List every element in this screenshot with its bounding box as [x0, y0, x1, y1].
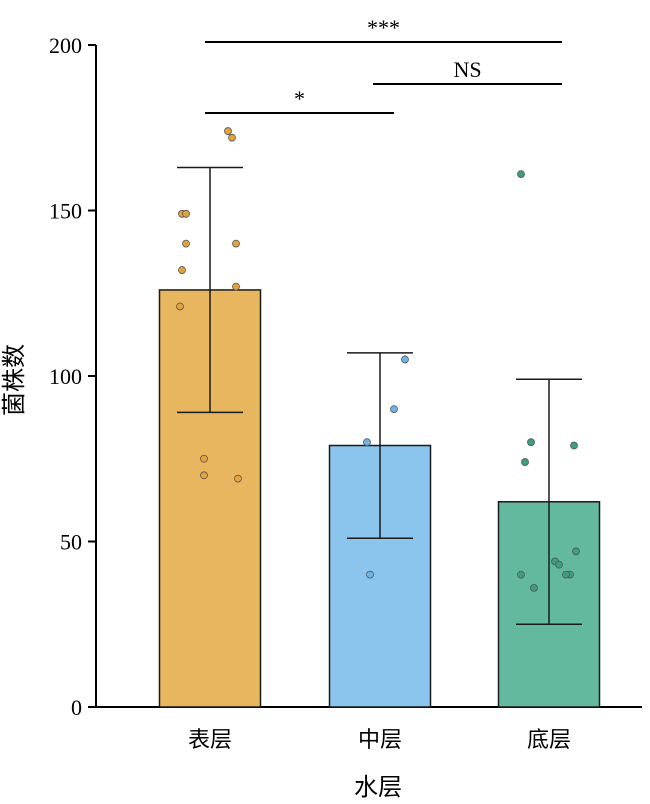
data-point — [224, 127, 232, 135]
data-point — [182, 209, 190, 218]
data-point — [232, 282, 240, 291]
x-axis-categories: 表层 中层 底层 — [188, 728, 571, 753]
significance-label: NS — [453, 57, 481, 82]
x-category-label: 中层 — [358, 728, 402, 753]
data-point — [200, 454, 208, 463]
data-point — [182, 239, 190, 248]
error-bars — [177, 166, 582, 625]
data-point — [530, 583, 538, 592]
data-point — [527, 438, 535, 447]
data-point — [562, 570, 570, 579]
data-point — [232, 239, 240, 248]
y-tick-label: 150 — [49, 199, 82, 224]
x-category-label: 底层 — [527, 728, 571, 753]
data-point — [366, 570, 374, 579]
data-point — [228, 133, 236, 142]
data-point — [570, 441, 578, 450]
y-axis-title: 菌株数 — [0, 344, 28, 416]
data-point — [234, 474, 242, 483]
data-point — [555, 560, 563, 569]
significance-label: *** — [367, 15, 400, 40]
data-point — [521, 458, 529, 466]
y-tick-label: 0 — [71, 695, 82, 720]
y-tick-label: 100 — [49, 364, 82, 389]
data-points — [176, 127, 580, 592]
y-tick-label: 200 — [49, 33, 82, 58]
y-axis-ticks: 0 50 100 150 200 — [49, 33, 96, 720]
data-point — [176, 302, 184, 311]
data-point — [200, 471, 208, 480]
significance-label: * — [294, 86, 305, 111]
data-point — [390, 405, 398, 414]
data-point — [517, 170, 525, 178]
significance-brackets: *** NS * — [205, 15, 562, 114]
data-point — [401, 355, 409, 364]
x-axis-title: 水层 — [354, 773, 402, 801]
data-point — [572, 547, 580, 556]
data-point — [178, 266, 186, 274]
data-point — [363, 438, 371, 447]
data-point — [517, 570, 525, 579]
y-tick-label: 50 — [60, 530, 82, 555]
x-category-label: 表层 — [188, 728, 232, 753]
